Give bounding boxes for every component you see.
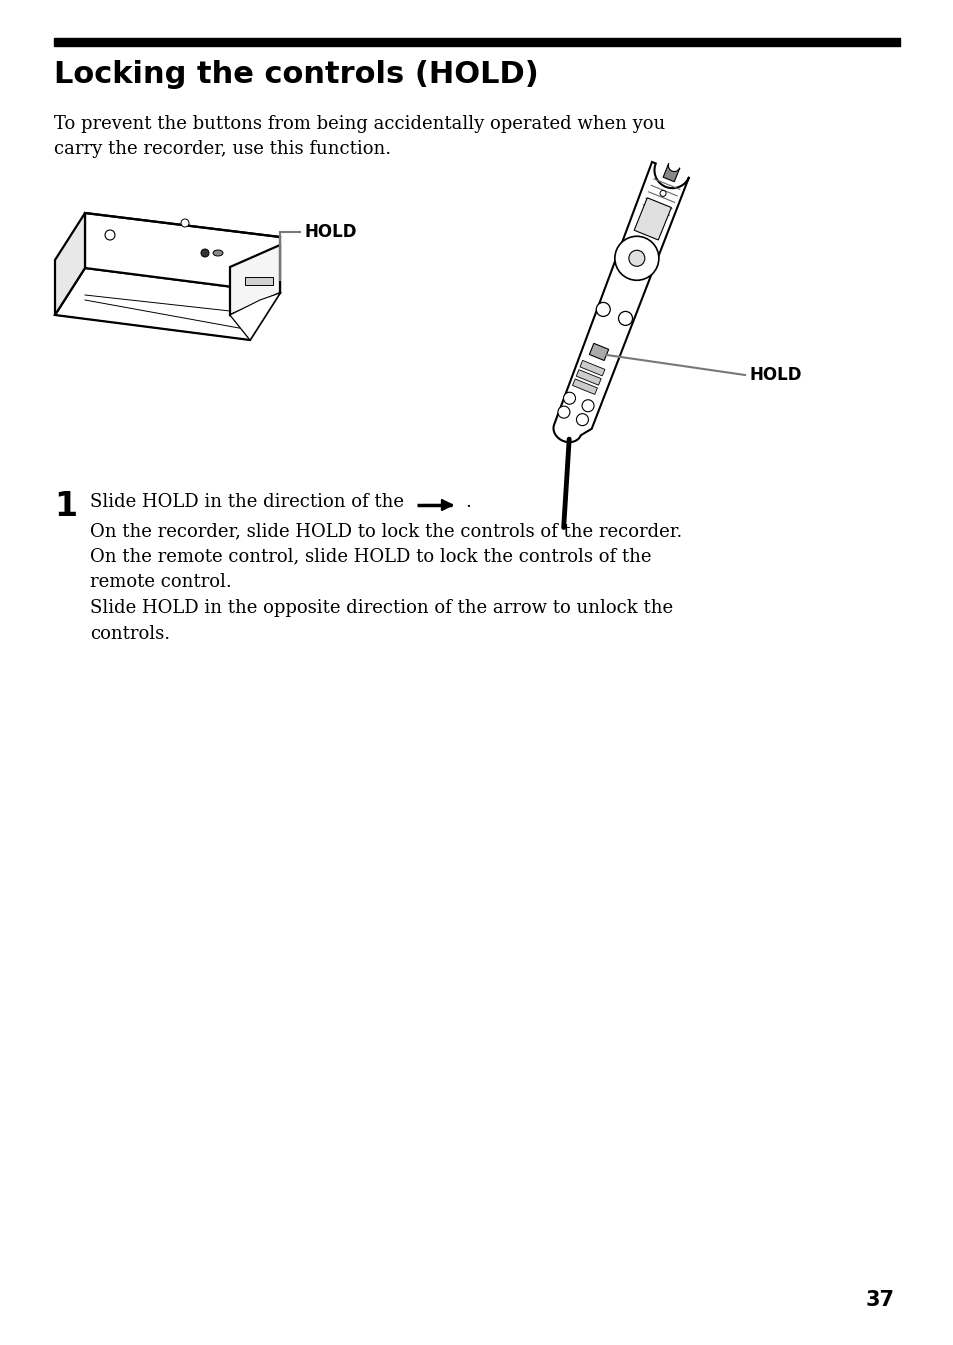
Circle shape bbox=[576, 414, 588, 425]
Circle shape bbox=[558, 406, 569, 418]
Polygon shape bbox=[576, 370, 600, 385]
Circle shape bbox=[618, 312, 632, 325]
Bar bbox=[54, 38, 899, 46]
Text: To prevent the buttons from being accidentally operated when you
carry the recor: To prevent the buttons from being accide… bbox=[54, 116, 664, 157]
Text: On the recorder, slide HOLD to lock the controls of the recorder.
On the remote : On the recorder, slide HOLD to lock the … bbox=[90, 522, 681, 643]
Circle shape bbox=[615, 237, 659, 280]
Circle shape bbox=[596, 303, 610, 316]
Polygon shape bbox=[55, 268, 280, 340]
Polygon shape bbox=[589, 343, 608, 360]
Circle shape bbox=[181, 219, 189, 227]
Text: 37: 37 bbox=[865, 1290, 894, 1310]
Ellipse shape bbox=[213, 250, 223, 256]
Polygon shape bbox=[55, 213, 85, 315]
Polygon shape bbox=[85, 213, 280, 293]
Text: Slide HOLD in the direction of the: Slide HOLD in the direction of the bbox=[90, 494, 403, 511]
Polygon shape bbox=[553, 161, 688, 443]
Text: .: . bbox=[464, 494, 471, 511]
Text: 1: 1 bbox=[54, 490, 77, 523]
Circle shape bbox=[201, 249, 209, 257]
Polygon shape bbox=[579, 360, 604, 375]
Text: HOLD: HOLD bbox=[305, 223, 357, 241]
Circle shape bbox=[105, 230, 115, 239]
Bar bbox=[245, 277, 273, 285]
Polygon shape bbox=[572, 379, 597, 394]
Polygon shape bbox=[230, 293, 280, 340]
Circle shape bbox=[628, 250, 644, 266]
Polygon shape bbox=[230, 245, 280, 315]
Polygon shape bbox=[634, 198, 671, 239]
Text: HOLD: HOLD bbox=[749, 366, 801, 385]
Text: Locking the controls (HOLD): Locking the controls (HOLD) bbox=[54, 61, 538, 89]
Circle shape bbox=[581, 399, 594, 412]
Circle shape bbox=[563, 393, 575, 405]
Polygon shape bbox=[662, 163, 679, 182]
Circle shape bbox=[659, 191, 665, 196]
